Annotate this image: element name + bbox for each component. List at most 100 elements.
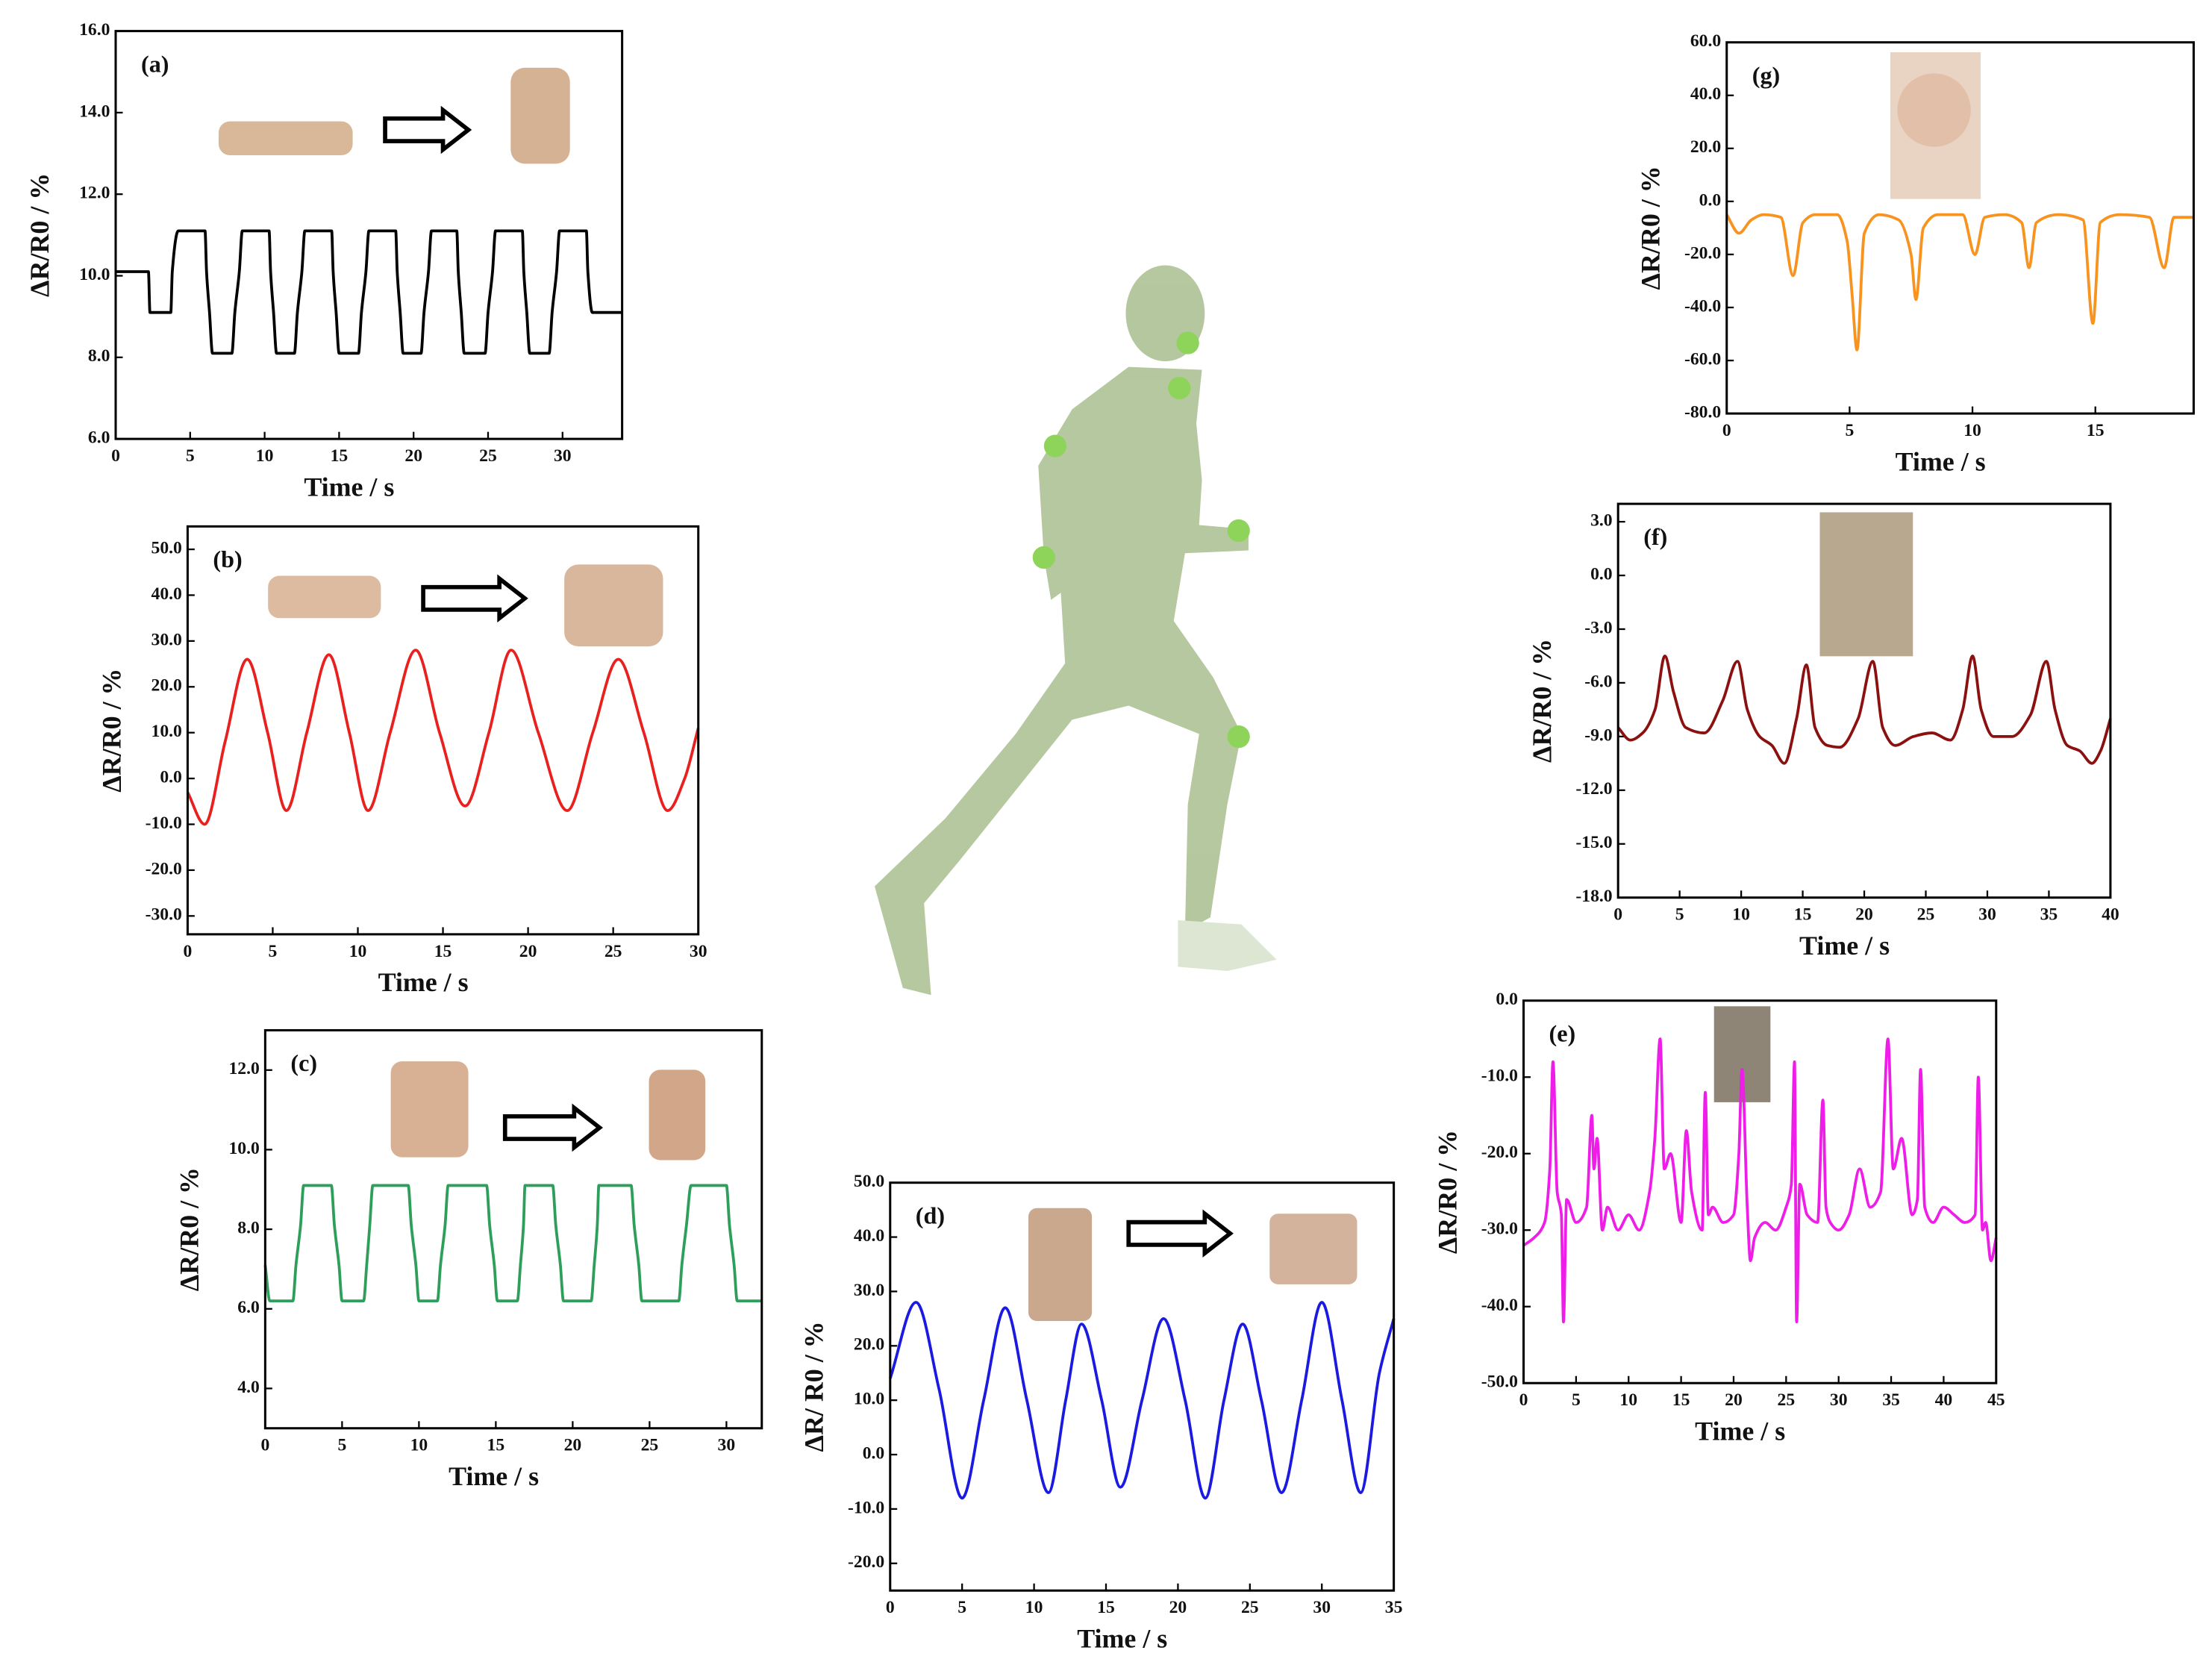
x-tick-label: 20 (1855, 905, 1873, 925)
x-tick-label: 10 (256, 446, 274, 466)
y-tick-label: 60.0 (1690, 31, 1721, 51)
y-tick-label: 20.0 (854, 1335, 884, 1355)
x-axis-title: Time / s (1799, 931, 1890, 961)
x-tick-label: 20 (1169, 1598, 1187, 1617)
y-tick-label: -60.0 (1684, 349, 1721, 369)
y-tick-label: -20.0 (848, 1552, 884, 1572)
x-axis-title: Time / s (449, 1461, 539, 1491)
x-tick-label: 10 (1732, 905, 1750, 925)
x-tick-label: 30 (554, 446, 572, 466)
panel-label: (e) (1549, 1019, 1576, 1046)
sensor-dots (1032, 331, 1250, 749)
y-tick-label: 50.0 (151, 538, 182, 557)
sensor-dot (1227, 725, 1250, 749)
plot-frame (263, 1028, 763, 1430)
x-tick-label: 45 (1987, 1390, 2005, 1410)
arrows (383, 105, 1234, 1258)
y-tick-label: 0.0 (863, 1443, 885, 1463)
photo-sensor-f (1819, 512, 1913, 657)
x-tick-label: 25 (1241, 1598, 1259, 1617)
plot-frame (1616, 502, 2112, 899)
sensor-dot (1168, 376, 1191, 400)
x-tick-label: 10 (1963, 421, 1981, 440)
x-tick-label: 30 (718, 1436, 736, 1455)
y-tick-label: -10.0 (146, 813, 182, 833)
x-tick-label: 25 (604, 942, 622, 961)
y-tick-label: 20.0 (1690, 137, 1721, 157)
panel-label: (b) (213, 546, 242, 572)
y-tick-label: 40.0 (854, 1226, 884, 1246)
x-axis-title: Time / s (378, 967, 469, 997)
arrow (1126, 1209, 1234, 1258)
x-tick-label: 5 (1675, 905, 1684, 925)
y-tick-label: -10.0 (848, 1498, 884, 1517)
x-tick-label: 40 (2102, 905, 2119, 925)
x-tick-label: 15 (487, 1436, 505, 1455)
y-tick-label: -18.0 (1575, 887, 1612, 906)
x-tick-label: 20 (404, 446, 422, 466)
panel: -18.0 -15.0 -12.0 -9.0 -6.0 -3.0 0.0 3.0 0 5 10 15 2… (1527, 502, 2119, 961)
y-tick-label: -6.0 (1584, 672, 1612, 691)
y-tick-label: 10.0 (79, 265, 110, 284)
runner (874, 265, 1277, 996)
arrow (502, 1103, 603, 1152)
y-axis-title: ΔR/ R0 / % (799, 1321, 829, 1452)
x-tick-label: 20 (1725, 1390, 1743, 1410)
x-tick-label: 35 (2040, 905, 2058, 925)
runner-shoe (1178, 919, 1277, 972)
x-tick-label: 15 (1672, 1390, 1690, 1410)
x-tick-label: 5 (337, 1436, 346, 1455)
plot-frame (889, 1181, 1396, 1592)
y-tick-label: 6.0 (88, 428, 110, 448)
x-tick-label: 20 (564, 1436, 582, 1455)
y-axis-title: ΔR/R0 / % (25, 173, 54, 297)
x-tick-label: 40 (1935, 1390, 1953, 1410)
y-tick-label: -30.0 (1481, 1219, 1518, 1239)
x-tick-label: 15 (1794, 905, 1812, 925)
y-tick-label: 16.0 (79, 20, 110, 40)
y-axis-title: ΔR/R0 / % (1636, 166, 1666, 290)
x-tick-label: 10 (1619, 1390, 1637, 1410)
y-tick-label: 6.0 (237, 1298, 260, 1317)
x-tick-label: 5 (186, 446, 195, 466)
x-tick-label: 15 (434, 942, 452, 961)
y-tick-label: 20.0 (151, 676, 182, 696)
runner-body (874, 366, 1249, 996)
y-tick-label: 8.0 (237, 1219, 260, 1238)
plot-frame (1522, 999, 1998, 1384)
panel: -20.0 -10.0 0.0 10.0 20.0 30.0 40.0 50.0 0 5 10 15 2… (799, 1172, 1403, 1653)
panel-label: (d) (916, 1202, 945, 1228)
x-tick-label: 15 (2087, 421, 2105, 440)
y-tick-label: 4.0 (237, 1378, 260, 1397)
photo-knee-straight (1269, 1214, 1357, 1284)
x-tick-label: 0 (1519, 1390, 1528, 1410)
panel: 6.0 8.0 10.0 12.0 14.0 16.0 0 5 10 15 20 25 30 (a) Tim… (25, 20, 624, 502)
y-axis-title: ΔR/R0 / % (174, 1167, 204, 1291)
x-tick-label: 25 (479, 446, 497, 466)
x-tick-label: 0 (1613, 905, 1622, 925)
x-tick-label: 5 (957, 1598, 966, 1617)
x-tick-label: 15 (331, 446, 349, 466)
y-tick-label: -20.0 (1684, 243, 1721, 263)
y-axis-title: ΔR/R0 / % (1527, 639, 1557, 763)
y-tick-label: 10.0 (854, 1390, 884, 1409)
photo-wrist-straight (268, 575, 381, 619)
x-tick-label: 35 (1882, 1390, 1900, 1410)
y-tick-label: 12.0 (228, 1059, 259, 1078)
y-tick-label: 30.0 (854, 1281, 884, 1300)
x-tick-label: 30 (1313, 1598, 1331, 1617)
x-axis-title: Time / s (304, 472, 394, 502)
y-tick-label: -80.0 (1684, 402, 1721, 422)
x-tick-label: 10 (410, 1436, 428, 1455)
x-tick-label: 25 (641, 1436, 659, 1455)
data-line (888, 1301, 1396, 1500)
y-tick-label: 8.0 (88, 346, 110, 366)
y-tick-label: 14.0 (79, 101, 110, 121)
panel: -50.0 -40.0 -30.0 -20.0 -10.0 0.0 0 5 10 15 20 25 30… (1432, 990, 2005, 1446)
y-tick-label: -20.0 (146, 859, 182, 878)
data-line (116, 229, 622, 355)
y-tick-label: 3.0 (1590, 511, 1613, 531)
y-tick-label: -3.0 (1584, 618, 1612, 637)
